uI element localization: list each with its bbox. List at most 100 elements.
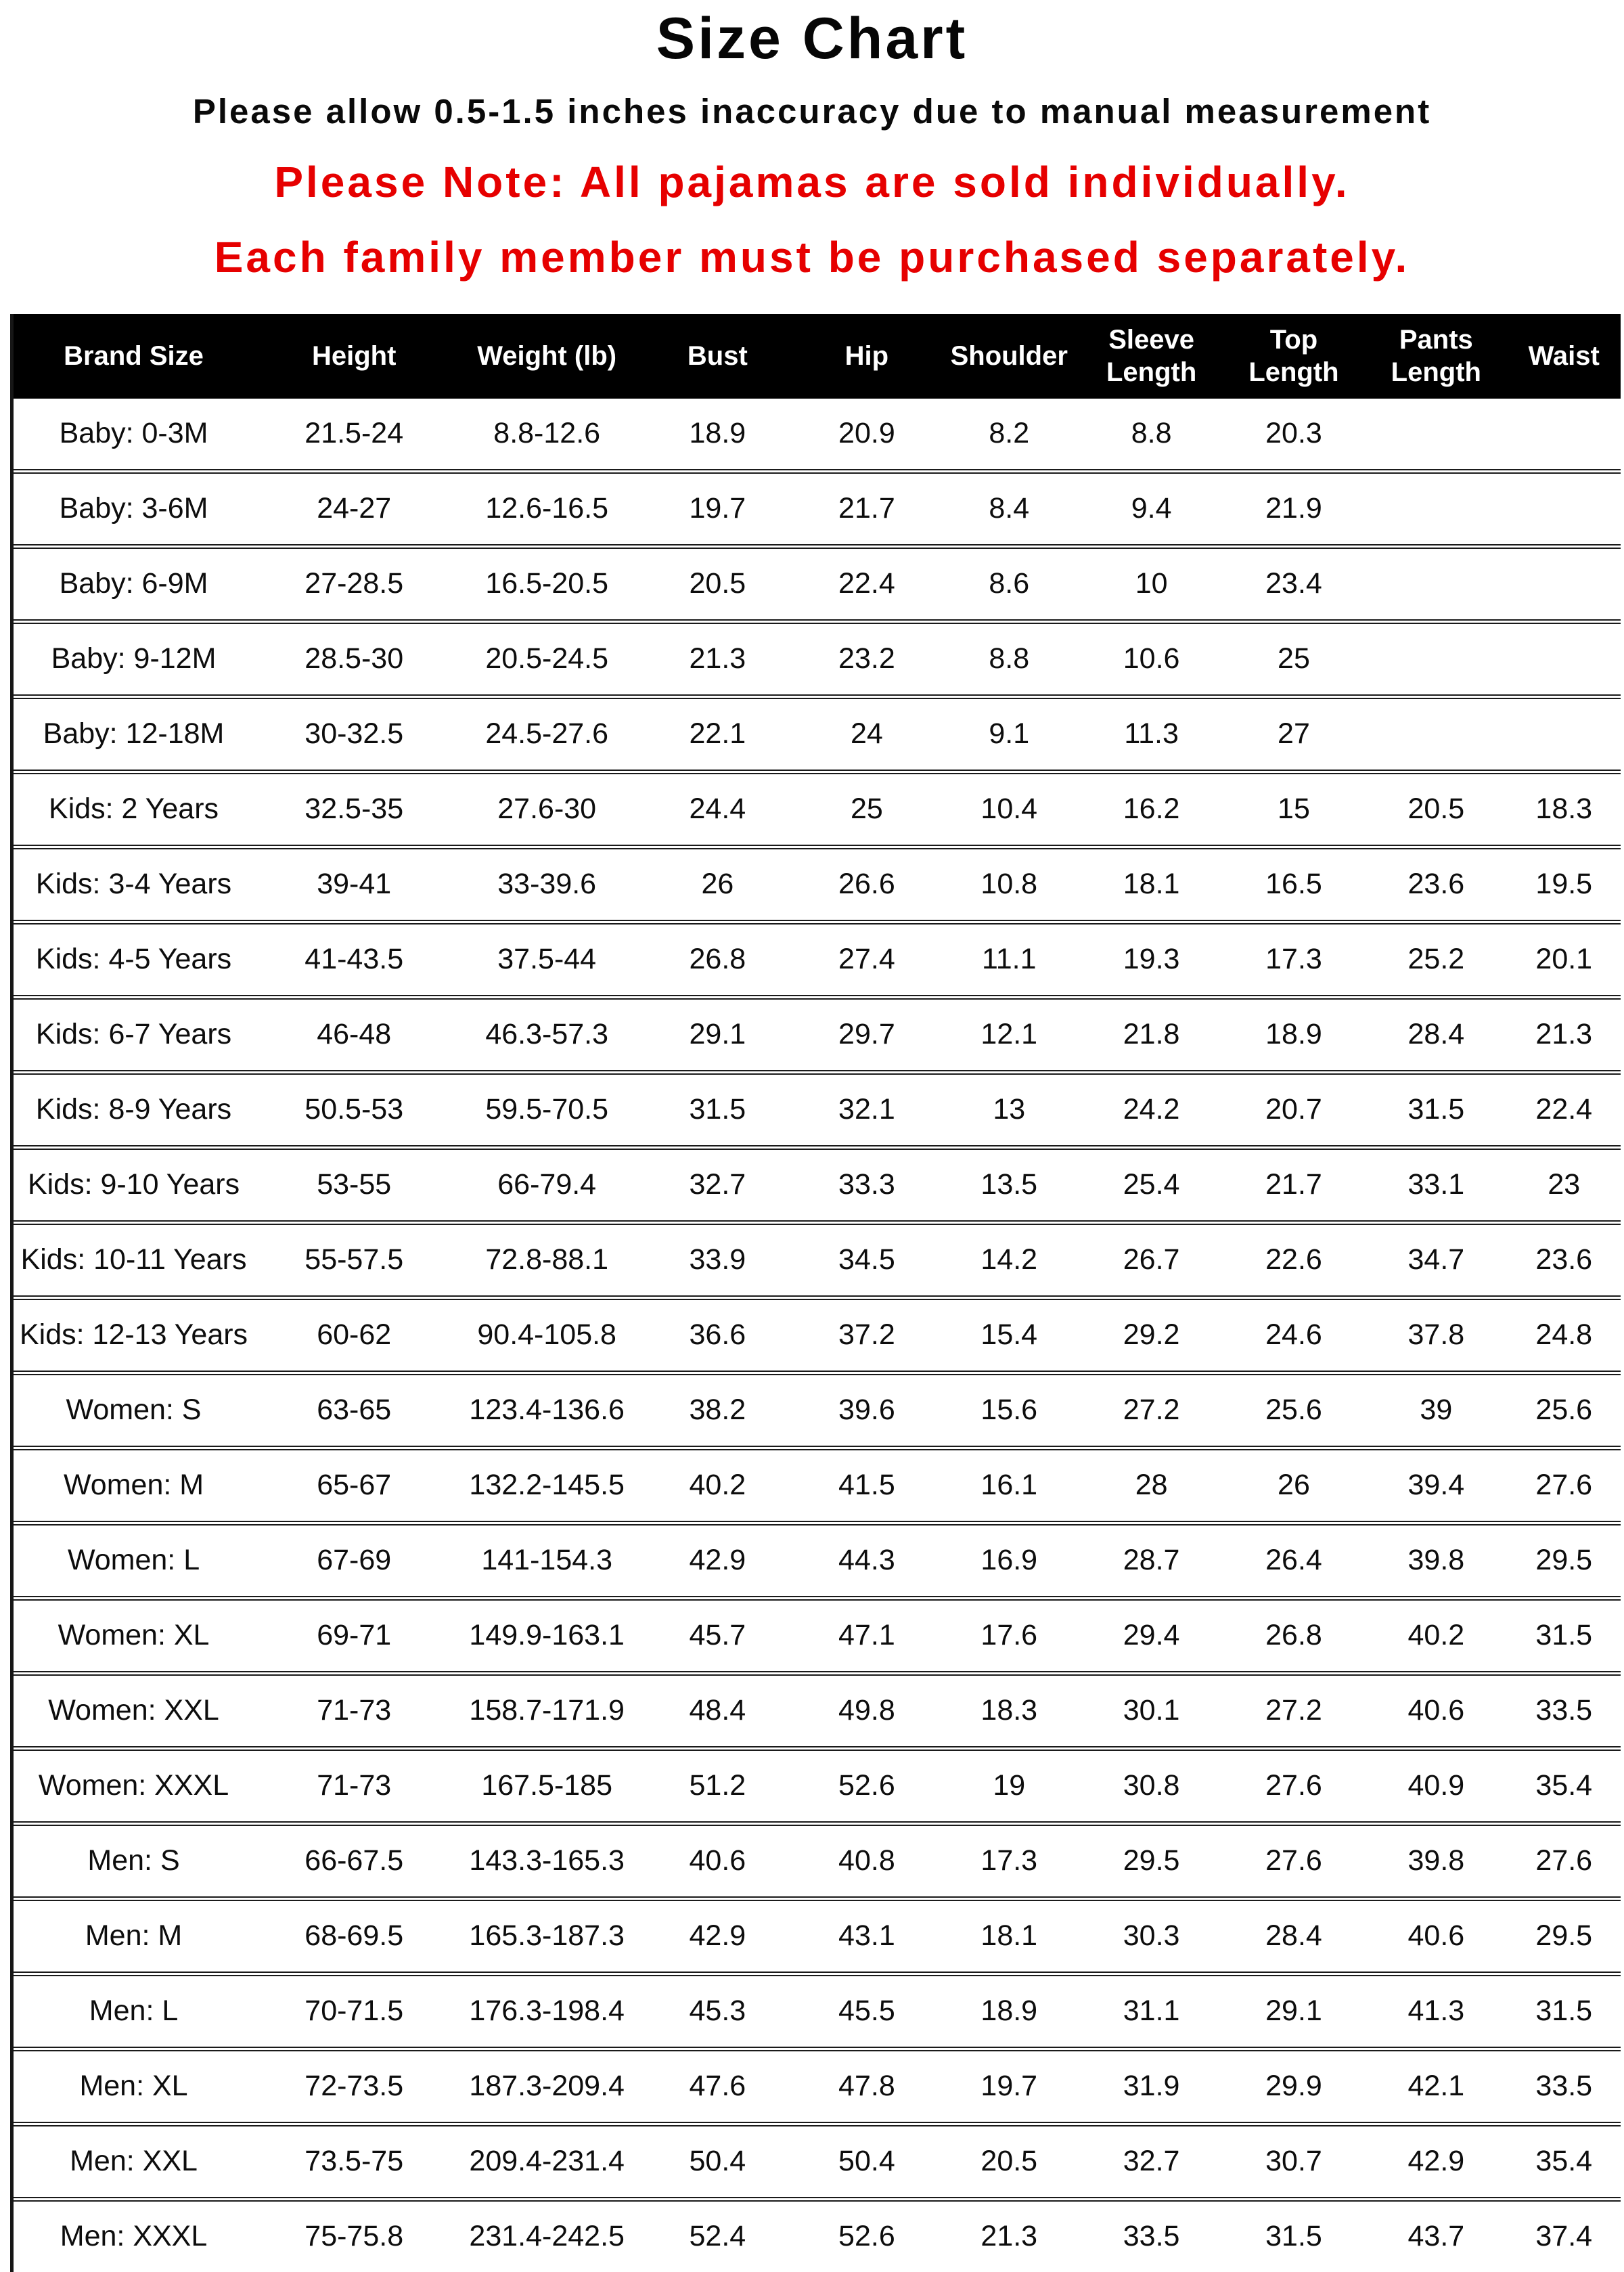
cell: 40.2 (1365, 1595, 1508, 1674)
cell: 69-71 (254, 1595, 455, 1674)
cell: 41-43.5 (254, 919, 455, 998)
cell: 23.6 (1365, 844, 1508, 922)
row-label: Men: M (14, 1896, 254, 1974)
cell: 27.2 (1080, 1370, 1223, 1448)
cell: 16.9 (938, 1520, 1081, 1599)
table-body: Baby: 0-3M 21.5-24 8.8-12.6 18.9 20.9 8.2 8.8 2… (14, 399, 1621, 2272)
cell (1507, 468, 1621, 547)
row-label: Men: S (14, 1821, 254, 1899)
cell: 17.6 (938, 1595, 1081, 1674)
cell: 18.1 (1080, 844, 1223, 922)
cell: 18.9 (689, 417, 746, 450)
cell: 72-73.5 (254, 2046, 455, 2124)
column-header-shoulder: Shoulder (938, 313, 1081, 399)
cell: 26.6 (795, 844, 939, 922)
cell: 23.4 (1222, 543, 1366, 622)
cell (1365, 399, 1507, 472)
cell: 27.6 (1222, 1745, 1366, 1824)
table-row: Men: XXXL 75-75.8 231.4-242.5 52.4 52.6 21.3 3… (14, 2196, 1621, 2272)
cell: 39 (1365, 1370, 1508, 1448)
cell: 23 (1507, 1144, 1621, 1223)
cell: 19 (938, 1745, 1081, 1824)
cell: 33.5 (1080, 2196, 1223, 2272)
cell: 37.4 (1507, 2196, 1621, 2272)
cell: 10.8 (938, 844, 1081, 922)
cell: 50.4 (639, 2121, 796, 2200)
row-label: Kids: 3-4 Years (14, 844, 254, 922)
cell: 20.5 (639, 543, 796, 622)
cell: 27.6-30 (454, 769, 640, 847)
cell: 34.7 (1365, 1220, 1508, 1298)
cell: 17.3 (1222, 919, 1366, 998)
cell: 22.4 (1507, 1069, 1621, 1148)
cell: 50.5-53 (254, 1069, 455, 1148)
cell: 21.8 (1080, 994, 1223, 1073)
cell: 9.4 (1080, 468, 1223, 547)
cell: 75-75.8 (254, 2196, 455, 2272)
cell: 29.4 (1080, 1595, 1223, 1674)
cell: 26 (639, 844, 796, 922)
table-row: Baby: 6-9M 27-28.5 16.5-20.5 20.5 22.4 8.6 10 2… (14, 543, 1621, 622)
cell: 27.4 (795, 919, 939, 998)
row-label: Kids: 9-10 Years (14, 1144, 254, 1223)
cell: 19.5 (1507, 844, 1621, 922)
row-label: Kids: 10-11 Years (14, 1220, 254, 1298)
cell: 149.9-163.1 (454, 1595, 640, 1674)
row-label: Men: XXXL (14, 2196, 254, 2272)
page-title: Size Chart (656, 6, 968, 71)
cell: 32.1 (795, 1069, 939, 1148)
cell: 21.7 (1222, 1144, 1366, 1223)
cell: 67-69 (254, 1520, 455, 1599)
cell: 33.3 (795, 1144, 939, 1223)
cell: 26.4 (1222, 1520, 1366, 1599)
cell: 24.8 (1507, 1295, 1621, 1373)
cell: 29.5 (1080, 1821, 1223, 1899)
cell: 70-71.5 (254, 1971, 455, 2049)
cell: 21.3 (938, 2196, 1081, 2272)
cell: 36.6 (639, 1295, 796, 1373)
cell: 59.5-70.5 (454, 1069, 640, 1148)
cell: 28 (1080, 1445, 1223, 1523)
size-table: Brand Size Height Weight (lb) Bust Hip Should… (14, 313, 1621, 2272)
table-row: Men: L 70-71.5 176.3-198.4 45.3 45.5 18.9 31.1… (14, 1971, 1621, 2049)
column-header-bust: Bust (639, 313, 796, 399)
cell: 27 (1222, 694, 1366, 772)
cell: 25.4 (1080, 1144, 1223, 1223)
table-row: Women: L 67-69 141-154.3 42.9 44.3 16.9 28.7 26… (14, 1520, 1621, 1599)
cell: 24-27 (254, 468, 455, 547)
cell: 31.5 (1507, 1595, 1621, 1674)
cell: 23.2 (795, 619, 939, 697)
cell: 27.6 (1507, 1445, 1621, 1523)
column-header-pants-length: Pants Length (1365, 313, 1508, 399)
row-label: Women: S (14, 1370, 254, 1448)
cell: 21.3 (639, 619, 796, 697)
row-label: Baby: 6-9M (14, 543, 254, 622)
cell: 40.2 (639, 1445, 796, 1523)
table-row: Women: XL 69-71 149.9-163.1 45.7 47.1 17.6 29.… (14, 1595, 1621, 1674)
table-row: Kids: 12-13 Years 60-62 90.4-105.8 36.6 37.2… (14, 1295, 1621, 1373)
cell: 24.2 (1080, 1069, 1223, 1148)
cell: 48.4 (639, 1670, 796, 1749)
row-label: Women: M (14, 1445, 254, 1523)
size-chart-page: Size Chart Please allow 0.5-1.5 inches i… (10, 6, 1621, 2272)
row-label: Women: XXXL (14, 1745, 254, 1824)
column-header-top-length: Top Length (1222, 313, 1366, 399)
table-row: Baby: 3-6M 24-27 12.6-16.5 19.7 21.7 8.4 9.4 21… (14, 468, 1621, 547)
cell: 66-79.4 (454, 1144, 640, 1223)
cell: 18.3 (1507, 769, 1621, 847)
table-row: Women: S 63-65 123.4-136.6 38.2 39.6 15.6 27.2… (14, 1370, 1621, 1448)
table-row: Men: XXL 73.5-75 209.4-231.4 50.4 50.4 20.5 32… (14, 2121, 1621, 2200)
measurement-disclaimer: Please allow 0.5-1.5 inches inaccuracy d… (192, 92, 1432, 131)
row-label: Baby: 3-6M (14, 468, 254, 547)
row-label: Women: L (14, 1520, 254, 1599)
row-label: Baby: 9-12M (14, 619, 254, 697)
cell: 41.5 (795, 1445, 939, 1523)
cell: 17.3 (938, 1821, 1081, 1899)
row-label: Kids: 6-7 Years (14, 994, 254, 1073)
cell (1507, 694, 1621, 772)
cell: 34.5 (795, 1220, 939, 1298)
cell: 21.3 (1507, 994, 1621, 1073)
cell: 52.6 (795, 1745, 939, 1824)
table-row: Kids: 4-5 Years 41-43.5 37.5-44 26.8 27.4 11.… (14, 919, 1621, 998)
cell: 28.5-30 (254, 619, 455, 697)
